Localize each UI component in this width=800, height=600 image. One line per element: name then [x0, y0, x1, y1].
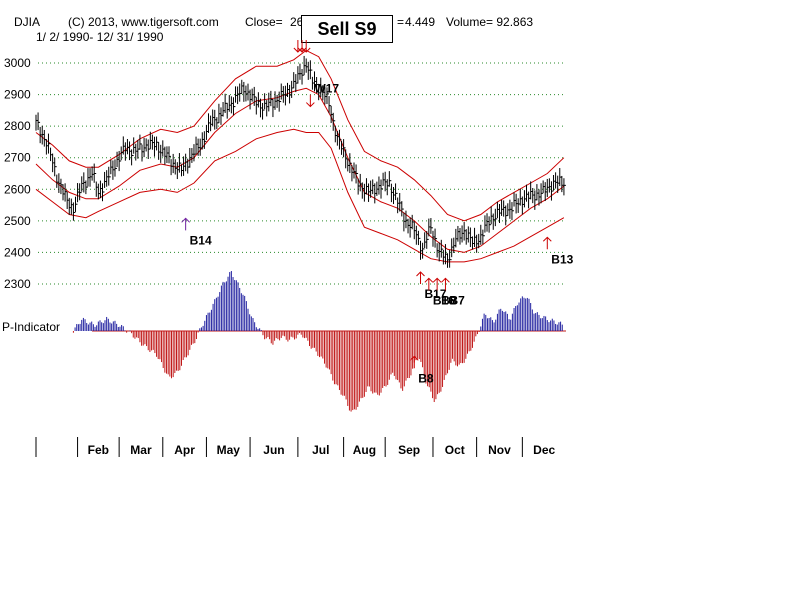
lower-band	[35, 128, 565, 263]
sell-arrow	[301, 40, 311, 53]
signal-label: B8	[441, 293, 457, 307]
month-label: Feb	[88, 443, 109, 457]
close-label: Close=	[245, 15, 283, 29]
change-prefix: =	[397, 15, 405, 29]
month-label: Jun	[263, 443, 284, 457]
month-label: Sep	[398, 443, 420, 457]
y-tick-label: 2300	[4, 277, 31, 291]
sell-arrow	[297, 40, 307, 53]
signal-arrow	[441, 277, 450, 291]
date-range: 1/ 2/ 1990- 12/ 31/ 1990	[36, 30, 164, 44]
signal-arrow	[409, 355, 419, 369]
y-tick-label: 2400	[4, 245, 31, 259]
sell-arrow	[293, 40, 303, 53]
month-label: Oct	[445, 443, 465, 457]
close-value: 26	[290, 15, 304, 29]
month-label: Dec	[533, 443, 555, 457]
signal-label: B8	[418, 371, 434, 385]
middle-band	[35, 87, 565, 253]
y-tick-label: 2900	[4, 88, 31, 102]
y-tick-label: 2800	[4, 119, 31, 133]
copyright-text: (C) 2013, www.tigersoft.com	[68, 15, 219, 29]
y-tick-label: 2700	[4, 151, 31, 165]
signal-label: W17	[314, 82, 339, 96]
month-label: Nov	[488, 443, 511, 457]
month-label: Mar	[130, 443, 152, 457]
month-label: Aug	[353, 443, 376, 457]
signal-arrow	[542, 236, 552, 250]
ticker-label: DJIA	[14, 15, 41, 29]
upper-band	[35, 49, 565, 222]
month-label: Apr	[174, 443, 195, 457]
y-tick-label: 2500	[4, 214, 31, 228]
signal-arrow	[305, 94, 315, 108]
signal-arrow	[432, 277, 442, 291]
signal-arrow	[181, 217, 191, 231]
signal-label: B13	[551, 252, 573, 266]
month-label: May	[217, 443, 241, 457]
signal-arrow	[416, 271, 425, 284]
y-tick-label: 2600	[4, 182, 31, 196]
month-label: Jul	[312, 443, 329, 457]
change-value: 4.449	[405, 15, 436, 29]
signal-box: Sell S9	[301, 15, 393, 43]
signal-arrow	[424, 277, 434, 291]
y-tick-label: 3000	[4, 56, 31, 70]
signal-label: B17	[425, 287, 447, 301]
indicator-label: P-Indicator	[2, 320, 60, 334]
signal-label: B7	[449, 293, 465, 307]
volume-text: Volume= 92.863	[446, 15, 534, 29]
signal-label: B14	[190, 233, 212, 247]
signal-label: B16	[433, 293, 455, 307]
